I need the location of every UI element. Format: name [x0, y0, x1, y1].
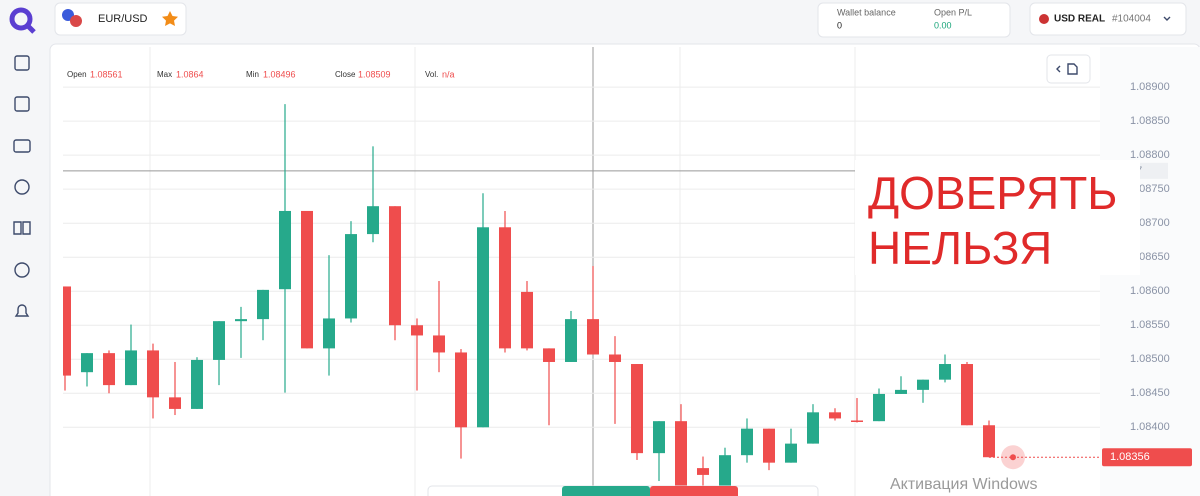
- chart-panel: [49, 43, 1200, 496]
- overlay-text: НЕЛЬЗЯ: [868, 222, 1052, 274]
- candle-body: [433, 335, 445, 353]
- icon-analytics[interactable]: [14, 96, 30, 112]
- account-id: #104004: [1112, 14, 1151, 25]
- watermark: Активация Windows: [890, 476, 1037, 493]
- info-label: Vol.: [425, 70, 438, 79]
- info-label: Close: [335, 70, 356, 79]
- y-tick-label: 1.08400: [1130, 421, 1170, 433]
- wallet-value: 0: [837, 20, 842, 30]
- candle-body: [147, 350, 159, 398]
- wallet-label: Wallet balance: [837, 7, 896, 17]
- balance-box: [817, 2, 1011, 38]
- sell-button[interactable]: [650, 486, 738, 496]
- candle-body: [103, 353, 115, 386]
- ohlc-info: Open 1.08561 Max 1.0864 Min 1.08496 Clos…: [67, 69, 455, 79]
- candle-body: [521, 291, 533, 349]
- candle-body: [983, 425, 995, 458]
- candle-body: [411, 325, 423, 336]
- info-value: 1.08509: [358, 69, 391, 79]
- candle-body: [389, 206, 401, 326]
- candle-body: [191, 359, 203, 409]
- candle-body: [675, 421, 687, 490]
- candle-body: [895, 389, 907, 394]
- overlay-text: ДОВЕРЯТЬ: [868, 167, 1117, 219]
- candle-body: [785, 443, 797, 463]
- info-label: Max: [157, 70, 172, 79]
- candle-body: [279, 210, 291, 290]
- icon-history[interactable]: [14, 179, 30, 195]
- icon-portfolio[interactable]: [13, 139, 31, 153]
- info-label: Open: [67, 70, 87, 79]
- candle-body: [63, 286, 71, 376]
- y-tick-label: 1.08800: [1130, 149, 1170, 161]
- candle-body: [81, 353, 93, 373]
- candle-body: [477, 227, 489, 428]
- info-label: Min: [246, 70, 259, 79]
- overlay-box: [855, 160, 1140, 275]
- info-value: 1.08496: [263, 69, 296, 79]
- candle-body: [763, 428, 775, 463]
- candle-body: [917, 379, 929, 390]
- y-tick-label: 1.08450: [1130, 387, 1170, 399]
- candle-body: [235, 319, 247, 322]
- candle-body: [873, 393, 885, 422]
- info-value: 1.08561: [90, 69, 123, 79]
- favorite-star[interactable]: [162, 11, 178, 26]
- candle-body: [829, 412, 841, 419]
- chevron[interactable]: [1163, 16, 1171, 21]
- candle-body: [719, 455, 731, 490]
- y-tick-label: 1.08900: [1130, 81, 1170, 93]
- pair-name: EUR/USD: [98, 13, 148, 25]
- info-value: n/a: [442, 69, 455, 79]
- candle-body: [939, 364, 951, 380]
- pl-value: 0.00: [934, 20, 952, 30]
- info-value: 1.0864: [176, 69, 204, 79]
- icon-settings[interactable]: [14, 262, 30, 278]
- icon-book[interactable]: [13, 221, 31, 235]
- candle-body: [961, 364, 973, 426]
- candle-body: [169, 397, 181, 409]
- candle-body: [543, 348, 555, 362]
- candle-body: [213, 321, 225, 360]
- pl-label: Open P/L: [934, 7, 972, 17]
- candle-body: [653, 421, 665, 454]
- current-price-label: 1.08356: [1110, 451, 1150, 463]
- sidebar: [13, 55, 31, 317]
- candle-body: [455, 352, 467, 428]
- candle-body: [851, 420, 863, 422]
- logo[interactable]: [9, 7, 36, 34]
- candles: [63, 104, 995, 496]
- account-type: USD REAL: [1054, 14, 1105, 25]
- candle-body: [345, 234, 357, 319]
- y-tick-label: 1.08850: [1130, 115, 1170, 127]
- candle-body: [301, 210, 313, 349]
- pair-tab[interactable]: [54, 2, 187, 36]
- y-tick-label: 1.08600: [1130, 285, 1170, 297]
- candle-body: [125, 350, 137, 386]
- current-price-dot: [1010, 454, 1016, 461]
- icon-bell[interactable]: [14, 304, 30, 317]
- candle-body: [367, 206, 379, 235]
- icon-chart[interactable]: [14, 55, 30, 71]
- candle-body: [807, 412, 819, 444]
- candle-body: [609, 354, 621, 362]
- buy-button[interactable]: [562, 486, 650, 496]
- y-tick-label: 1.08550: [1130, 319, 1170, 331]
- candle-body: [565, 319, 577, 362]
- candle-body: [257, 289, 269, 320]
- candle-body: [323, 318, 335, 349]
- current-price-box: [1102, 448, 1192, 467]
- panel-toggle-icon: [1056, 63, 1078, 75]
- candle-body: [631, 364, 643, 454]
- flag: [70, 15, 82, 27]
- candle-body: [697, 468, 709, 475]
- candle-body: [741, 428, 753, 456]
- candle-body: [499, 227, 511, 349]
- flag: [1039, 14, 1049, 24]
- y-tick-label: 1.08500: [1130, 353, 1170, 365]
- account-box[interactable]: [1029, 2, 1187, 36]
- candle-body: [587, 319, 599, 355]
